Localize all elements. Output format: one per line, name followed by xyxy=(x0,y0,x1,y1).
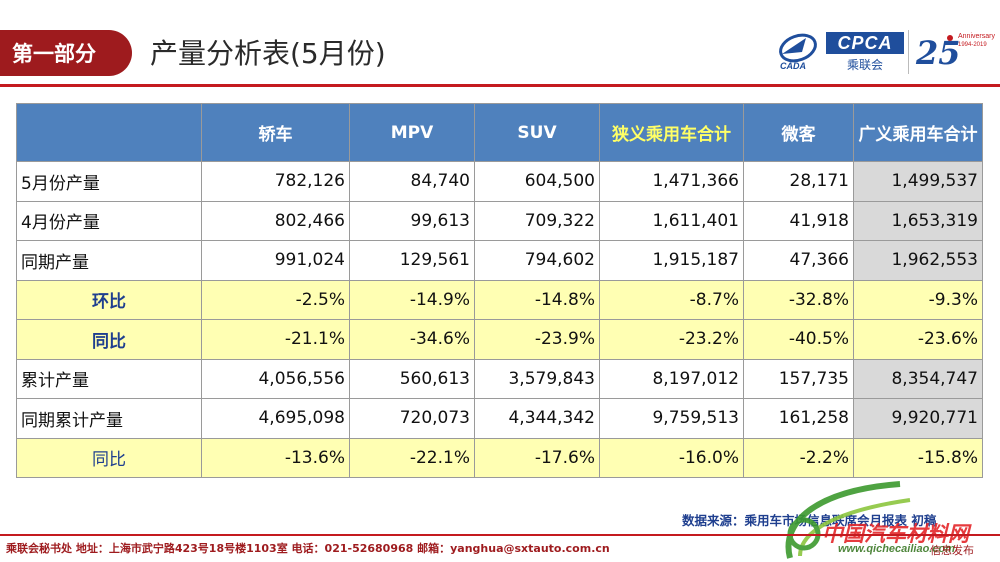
table-cell: 4,344,342 xyxy=(474,398,600,439)
table-cell: 782,126 xyxy=(201,161,350,202)
table-header-cell: 狭义乘用车合计 xyxy=(599,103,744,162)
table-cell: 560,613 xyxy=(349,358,475,399)
table-cell: 1,653,319 xyxy=(853,200,983,241)
table-row: 环比 -2.5% -14.9% -14.8% -8.7% -32.8% -9.3… xyxy=(16,279,983,320)
table-row: 同比 -21.1% -34.6% -23.9% -23.2% -40.5% -2… xyxy=(16,319,983,360)
anniversary-logo: 25 Anniversary 1994-2019 xyxy=(914,26,998,76)
cpca-logo-text: CPCA xyxy=(826,32,904,54)
table-cell: 28,171 xyxy=(743,161,854,202)
table-cell: 604,500 xyxy=(474,161,600,202)
table-cell: 1,962,553 xyxy=(853,240,983,281)
table-cell: 991,024 xyxy=(201,240,350,281)
table-cell: 1,611,401 xyxy=(599,200,744,241)
table-cell: 794,602 xyxy=(474,240,600,281)
table-cell: -21.1% xyxy=(201,319,350,360)
table-cell: 4,056,556 xyxy=(201,358,350,399)
cada-logo: CADA xyxy=(776,32,824,72)
row-label: 4月份产量 xyxy=(16,200,202,241)
table-cell: 99,613 xyxy=(349,200,475,241)
footer-right-text: 信息发布 xyxy=(930,544,974,557)
row-label: 同比 xyxy=(16,319,202,360)
row-label: 5月份产量 xyxy=(16,161,202,202)
table-cell: -23.6% xyxy=(853,319,983,360)
table-row: 同期产量 991,024 129,561 794,602 1,915,187 4… xyxy=(16,240,983,281)
table-cell: 8,197,012 xyxy=(599,358,744,399)
table-header-cell: 微客 xyxy=(743,103,854,162)
anniversary-label: Anniversary xyxy=(958,33,995,40)
table-cell: -34.6% xyxy=(349,319,475,360)
table-cell: -40.5% xyxy=(743,319,854,360)
table-cell: 9,920,771 xyxy=(853,398,983,439)
table-cell: -8.7% xyxy=(599,279,744,320)
table-cell: -2.2% xyxy=(743,437,854,478)
table-cell: -16.0% xyxy=(599,437,744,478)
table-cell: -14.9% xyxy=(349,279,475,320)
cpca-logo: CPCA 乘联会 xyxy=(826,32,904,74)
table-cell: -13.6% xyxy=(201,437,350,478)
table-cell: 8,354,747 xyxy=(853,358,983,399)
logo-divider xyxy=(908,30,909,74)
table-cell: -32.8% xyxy=(743,279,854,320)
header-rule xyxy=(0,84,1000,87)
row-label: 同期产量 xyxy=(16,240,202,281)
production-table: 轿车 MPV SUV 狭义乘用车合计 微客 广义乘用车合计 5月份产量 782,… xyxy=(16,103,983,478)
table-cell: 9,759,513 xyxy=(599,398,744,439)
footer-contact: 乘联会秘书处 地址：上海市武宁路423号18号楼1103室 电话：021-526… xyxy=(6,542,610,555)
row-label: 环比 xyxy=(16,279,202,320)
anniversary-years: 1994-2019 xyxy=(958,42,987,48)
anniversary-number: 25 xyxy=(915,34,961,72)
table-cell: 709,322 xyxy=(474,200,600,241)
table-cell: -22.1% xyxy=(349,437,475,478)
row-label: 累计产量 xyxy=(16,358,202,399)
table-row: 5月份产量 782,126 84,740 604,500 1,471,366 2… xyxy=(16,161,983,202)
table-cell: -17.6% xyxy=(474,437,600,478)
table-row: 同比 -13.6% -22.1% -17.6% -16.0% -2.2% -15… xyxy=(16,437,983,478)
table-cell: 3,579,843 xyxy=(474,358,600,399)
table-cell: -2.5% xyxy=(201,279,350,320)
table-header-cell: SUV xyxy=(474,103,600,162)
table-cell: 84,740 xyxy=(349,161,475,202)
table-cell: -23.2% xyxy=(599,319,744,360)
row-label: 同比 xyxy=(16,437,202,478)
table-cell: 41,918 xyxy=(743,200,854,241)
page-title: 产量分析表(5月份) xyxy=(150,37,386,70)
table-cell: -23.9% xyxy=(474,319,600,360)
table-cell: -9.3% xyxy=(853,279,983,320)
table-cell: 129,561 xyxy=(349,240,475,281)
table-cell: -15.8% xyxy=(853,437,983,478)
cpca-logo-subtitle: 乘联会 xyxy=(846,58,883,72)
table-cell: 161,258 xyxy=(743,398,854,439)
cada-logo-text: CADA xyxy=(780,61,806,71)
table-cell: 720,073 xyxy=(349,398,475,439)
row-label: 同期累计产量 xyxy=(16,398,202,439)
table-row: 累计产量 4,056,556 560,613 3,579,843 8,197,0… xyxy=(16,358,983,399)
table-row: 同期累计产量 4,695,098 720,073 4,344,342 9,759… xyxy=(16,398,983,439)
table-row: 4月份产量 802,466 99,613 709,322 1,611,401 4… xyxy=(16,200,983,241)
table-header-cell: 广义乘用车合计 xyxy=(853,103,983,162)
footer-rule xyxy=(0,534,1000,536)
table-cell: 802,466 xyxy=(201,200,350,241)
table-header-cell: MPV xyxy=(349,103,475,162)
table-cell: -14.8% xyxy=(474,279,600,320)
table-cell: 157,735 xyxy=(743,358,854,399)
table-header-cell: 轿车 xyxy=(201,103,350,162)
table-header-cell xyxy=(16,103,202,162)
table-cell: 47,366 xyxy=(743,240,854,281)
table-header-row: 轿车 MPV SUV 狭义乘用车合计 微客 广义乘用车合计 xyxy=(16,103,983,162)
watermark-url: www.qichecailiao.com xyxy=(838,543,955,555)
table-cell: 1,499,537 xyxy=(853,161,983,202)
table-cell: 1,471,366 xyxy=(599,161,744,202)
section-tab: 第一部分 xyxy=(0,30,132,76)
table-cell: 1,915,187 xyxy=(599,240,744,281)
table-cell: 4,695,098 xyxy=(201,398,350,439)
